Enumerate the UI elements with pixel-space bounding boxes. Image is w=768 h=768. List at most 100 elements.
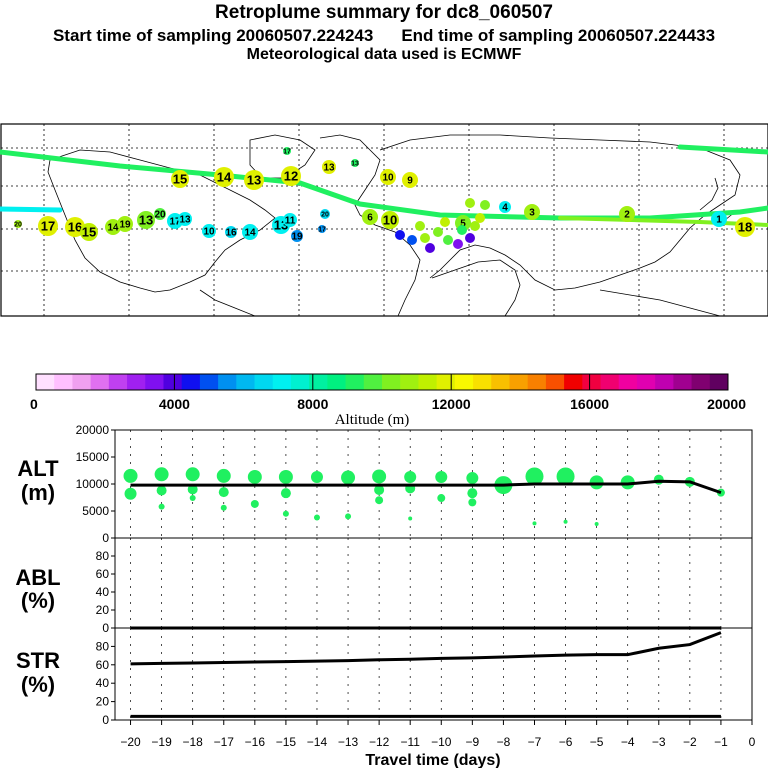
map-cluster-marker-4 — [433, 227, 443, 237]
map-marker-17 — [320, 209, 330, 219]
alt-point-3 — [154, 467, 169, 482]
colorbar-cell-31 — [582, 374, 602, 390]
abl-ytick-label-3: 40 — [96, 585, 110, 599]
map-marker-label-6: 19 — [119, 220, 131, 231]
alt-point-22 — [375, 496, 384, 505]
colorbar-cell-9 — [181, 374, 201, 390]
colorbar-cell-28 — [527, 374, 547, 390]
end-time-label: End time of sampling 20060507.224433 — [401, 26, 716, 45]
map-marker-15 — [283, 213, 297, 227]
map-marker-label-21: 13 — [247, 173, 261, 188]
map-marker-29 — [499, 201, 511, 213]
alt-point-2 — [124, 487, 137, 500]
map-marker-label-4: 15 — [82, 225, 96, 240]
alt-point-9 — [216, 468, 231, 483]
colorbar-cell-37 — [691, 374, 711, 390]
map-marker-label-30: 3 — [529, 208, 535, 219]
map-marker-label-26: 10 — [383, 213, 397, 228]
str-series-line — [130, 631, 722, 666]
alt-panel: 20000 15000 10000 5000 0 ALT(m) — [17, 423, 753, 545]
x-tick-label-9: −12 — [369, 735, 390, 749]
map-marker-label-33: 18 — [738, 220, 752, 235]
map-marker-label-20: 14 — [217, 170, 232, 185]
alt-point-27 — [435, 470, 448, 483]
map-marker-label-31: 2 — [624, 210, 630, 221]
colorbar-cell-7 — [145, 374, 164, 390]
str-panel-unit: (%) — [21, 672, 55, 697]
alt-point-12 — [247, 469, 262, 484]
plume-track-east — [677, 144, 768, 155]
colorbar-cell-38 — [709, 374, 729, 390]
map-marker-label-32: 1 — [716, 215, 722, 226]
alt-ytick-label-1: 20000 — [76, 423, 110, 437]
x-tick-label-8: −13 — [338, 735, 359, 749]
alt-point-21 — [372, 469, 387, 484]
map-marker-12 — [225, 226, 237, 238]
map-cluster-marker-5 — [443, 235, 453, 245]
alt-point-38 — [594, 521, 599, 526]
map-marker-2 — [38, 216, 58, 236]
x-tick-label-12: −9 — [465, 735, 479, 749]
map-cluster-marker-10 — [415, 221, 425, 231]
x-tick-label-3: −18 — [183, 735, 204, 749]
alt-point-23 — [374, 484, 385, 495]
map-cluster-marker-8 — [425, 243, 435, 253]
colorbar-cell-14 — [272, 374, 292, 390]
map-marker-18 — [318, 225, 326, 233]
x-tick-label-18: −3 — [652, 735, 666, 749]
map-cluster-marker-14 — [480, 200, 490, 210]
colorbar-cell-8 — [163, 374, 183, 390]
alt-point-18 — [313, 514, 320, 521]
colorbar-cell-23 — [436, 374, 456, 390]
map-marker-label-23: 13 — [323, 163, 335, 174]
colorbar-tick-5: 16000 — [570, 396, 609, 412]
alt-point-36 — [563, 519, 568, 524]
colorbar-cell-15 — [290, 374, 310, 390]
x-tick-label-10: −11 — [400, 735, 420, 749]
x-tick-label-14: −7 — [528, 735, 542, 749]
map-marker-label-7: 13 — [139, 213, 153, 228]
map-marker-label-3: 16 — [68, 220, 82, 235]
abl-ytick-label-4: 20 — [96, 603, 110, 617]
map-marker-34 — [283, 147, 291, 155]
alt-point-19 — [341, 470, 356, 485]
colorbar-cell-19 — [363, 374, 383, 390]
colorbar-cell-10 — [199, 374, 219, 390]
alt-point-24 — [404, 470, 417, 483]
map-marker-21 — [244, 170, 264, 190]
colorbar-cell-4 — [90, 374, 110, 390]
map-marker-4 — [80, 223, 98, 241]
colorbar-cell-25 — [473, 374, 492, 390]
colorbar-cell-22 — [418, 374, 438, 390]
str-panel-title: STR — [16, 648, 60, 673]
colorbar-cell-16 — [309, 374, 328, 390]
map-cluster-marker-12 — [470, 221, 480, 231]
map-marker-label-2: 17 — [41, 219, 55, 234]
colorbar-cell-5 — [108, 374, 128, 390]
abl-ytick-label-2: 60 — [96, 567, 110, 581]
map-marker-5 — [105, 219, 121, 235]
map-marker-19 — [171, 170, 189, 188]
colorbar-cell-2 — [54, 374, 73, 390]
colorbar-tick-1: 0 — [30, 396, 38, 412]
alt-point-7 — [187, 484, 198, 495]
colorbar-tick-6: 20000 — [707, 396, 746, 412]
x-tick-label-11: −10 — [431, 735, 452, 749]
map-coastlines — [47, 134, 741, 317]
map-marker-label-29: 4 — [502, 203, 508, 214]
colorbar-label: Altitude (m) — [335, 412, 410, 428]
abl-panel-unit: (%) — [21, 588, 55, 613]
map-marker-label-16: 19 — [291, 232, 303, 243]
alt-point-26 — [408, 516, 413, 521]
colorbar-cell-29 — [545, 374, 565, 390]
alt-point-35 — [556, 467, 575, 486]
map-marker-label-11: 10 — [203, 227, 215, 238]
colorbar-cell-34 — [636, 374, 656, 390]
map-marker-22 — [281, 166, 301, 186]
alt-ytick-label-5: 0 — [102, 531, 109, 545]
colorbar-cell-20 — [382, 374, 401, 390]
map-marker-label-8: 20 — [154, 210, 166, 221]
colorbar-cell-12 — [236, 374, 256, 390]
x-tick-label-17: −4 — [621, 735, 635, 749]
